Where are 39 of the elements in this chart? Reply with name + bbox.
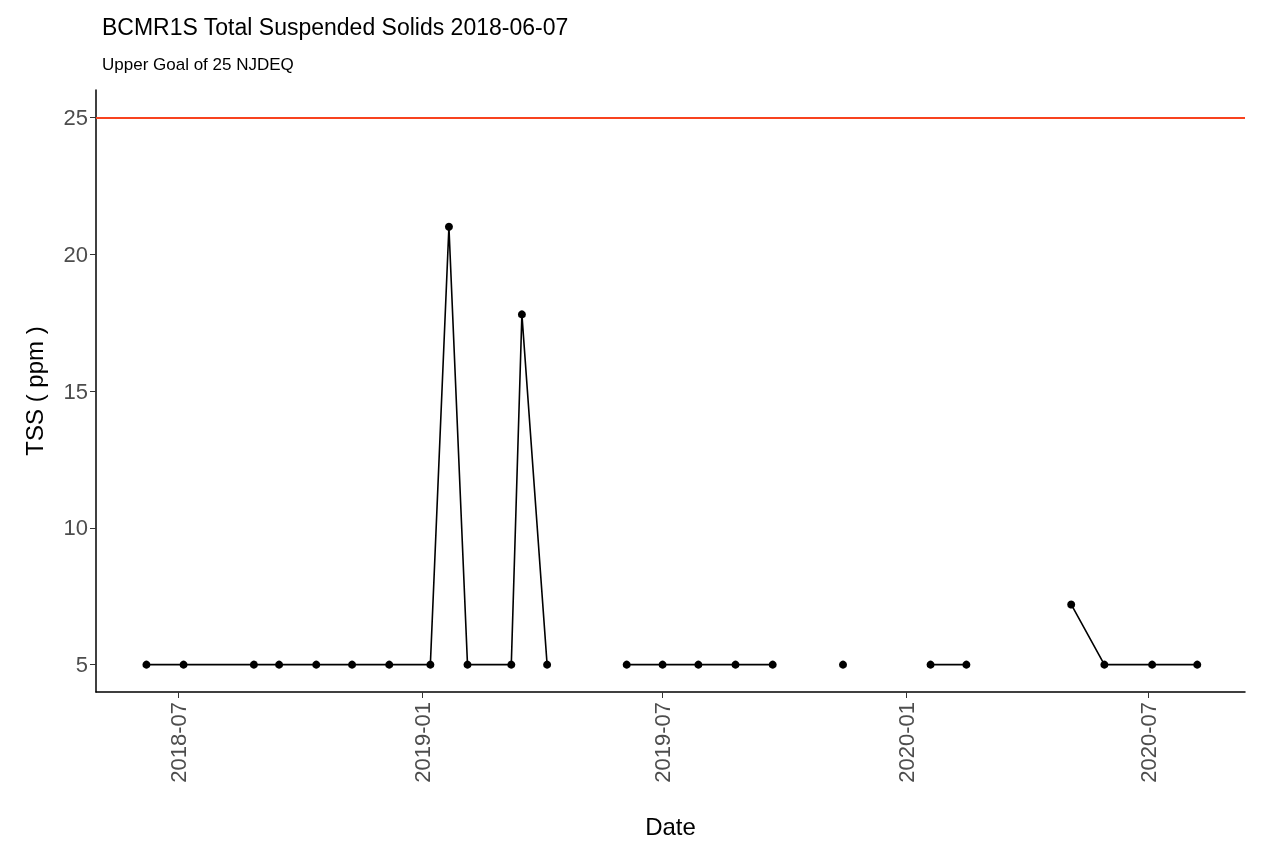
- point: [1148, 660, 1157, 669]
- point: [179, 660, 188, 669]
- point: [1193, 660, 1202, 669]
- y-axis-title: TSS ( ppm ): [20, 326, 48, 456]
- point: [926, 660, 935, 669]
- y-tick-label: 5: [75, 652, 88, 678]
- point: [444, 222, 453, 231]
- y-tick-label: 25: [63, 104, 88, 130]
- point: [348, 660, 357, 669]
- x-tick-label: 2018-07: [165, 702, 191, 783]
- point: [1067, 600, 1076, 609]
- y-tick-label: 10: [63, 515, 88, 541]
- point: [426, 660, 435, 669]
- y-tick-label: 20: [63, 241, 88, 267]
- point: [142, 660, 151, 669]
- x-tick-label: 2020-07: [1135, 702, 1161, 783]
- point: [463, 660, 472, 669]
- point: [622, 660, 631, 669]
- point: [768, 660, 777, 669]
- point: [507, 660, 516, 669]
- chart-subtitle: Upper Goal of 25 NJDEQ: [102, 55, 294, 74]
- x-tick-label: 2019-01: [409, 702, 435, 783]
- point: [658, 660, 667, 669]
- point: [385, 660, 394, 669]
- y-tick-label: 15: [63, 378, 88, 404]
- point: [962, 660, 971, 669]
- x-tick-label: 2020-01: [894, 702, 920, 783]
- point: [731, 660, 740, 669]
- point: [543, 660, 552, 669]
- point: [517, 310, 526, 319]
- point: [249, 660, 258, 669]
- point: [838, 660, 847, 669]
- point: [312, 660, 321, 669]
- chart-title: BCMR1S Total Suspended Solids 2018-06-07: [102, 13, 569, 40]
- point: [1100, 660, 1109, 669]
- x-tick-label: 2019-07: [650, 702, 676, 783]
- point: [275, 660, 284, 669]
- point: [694, 660, 703, 669]
- x-axis-title: Date: [645, 812, 696, 840]
